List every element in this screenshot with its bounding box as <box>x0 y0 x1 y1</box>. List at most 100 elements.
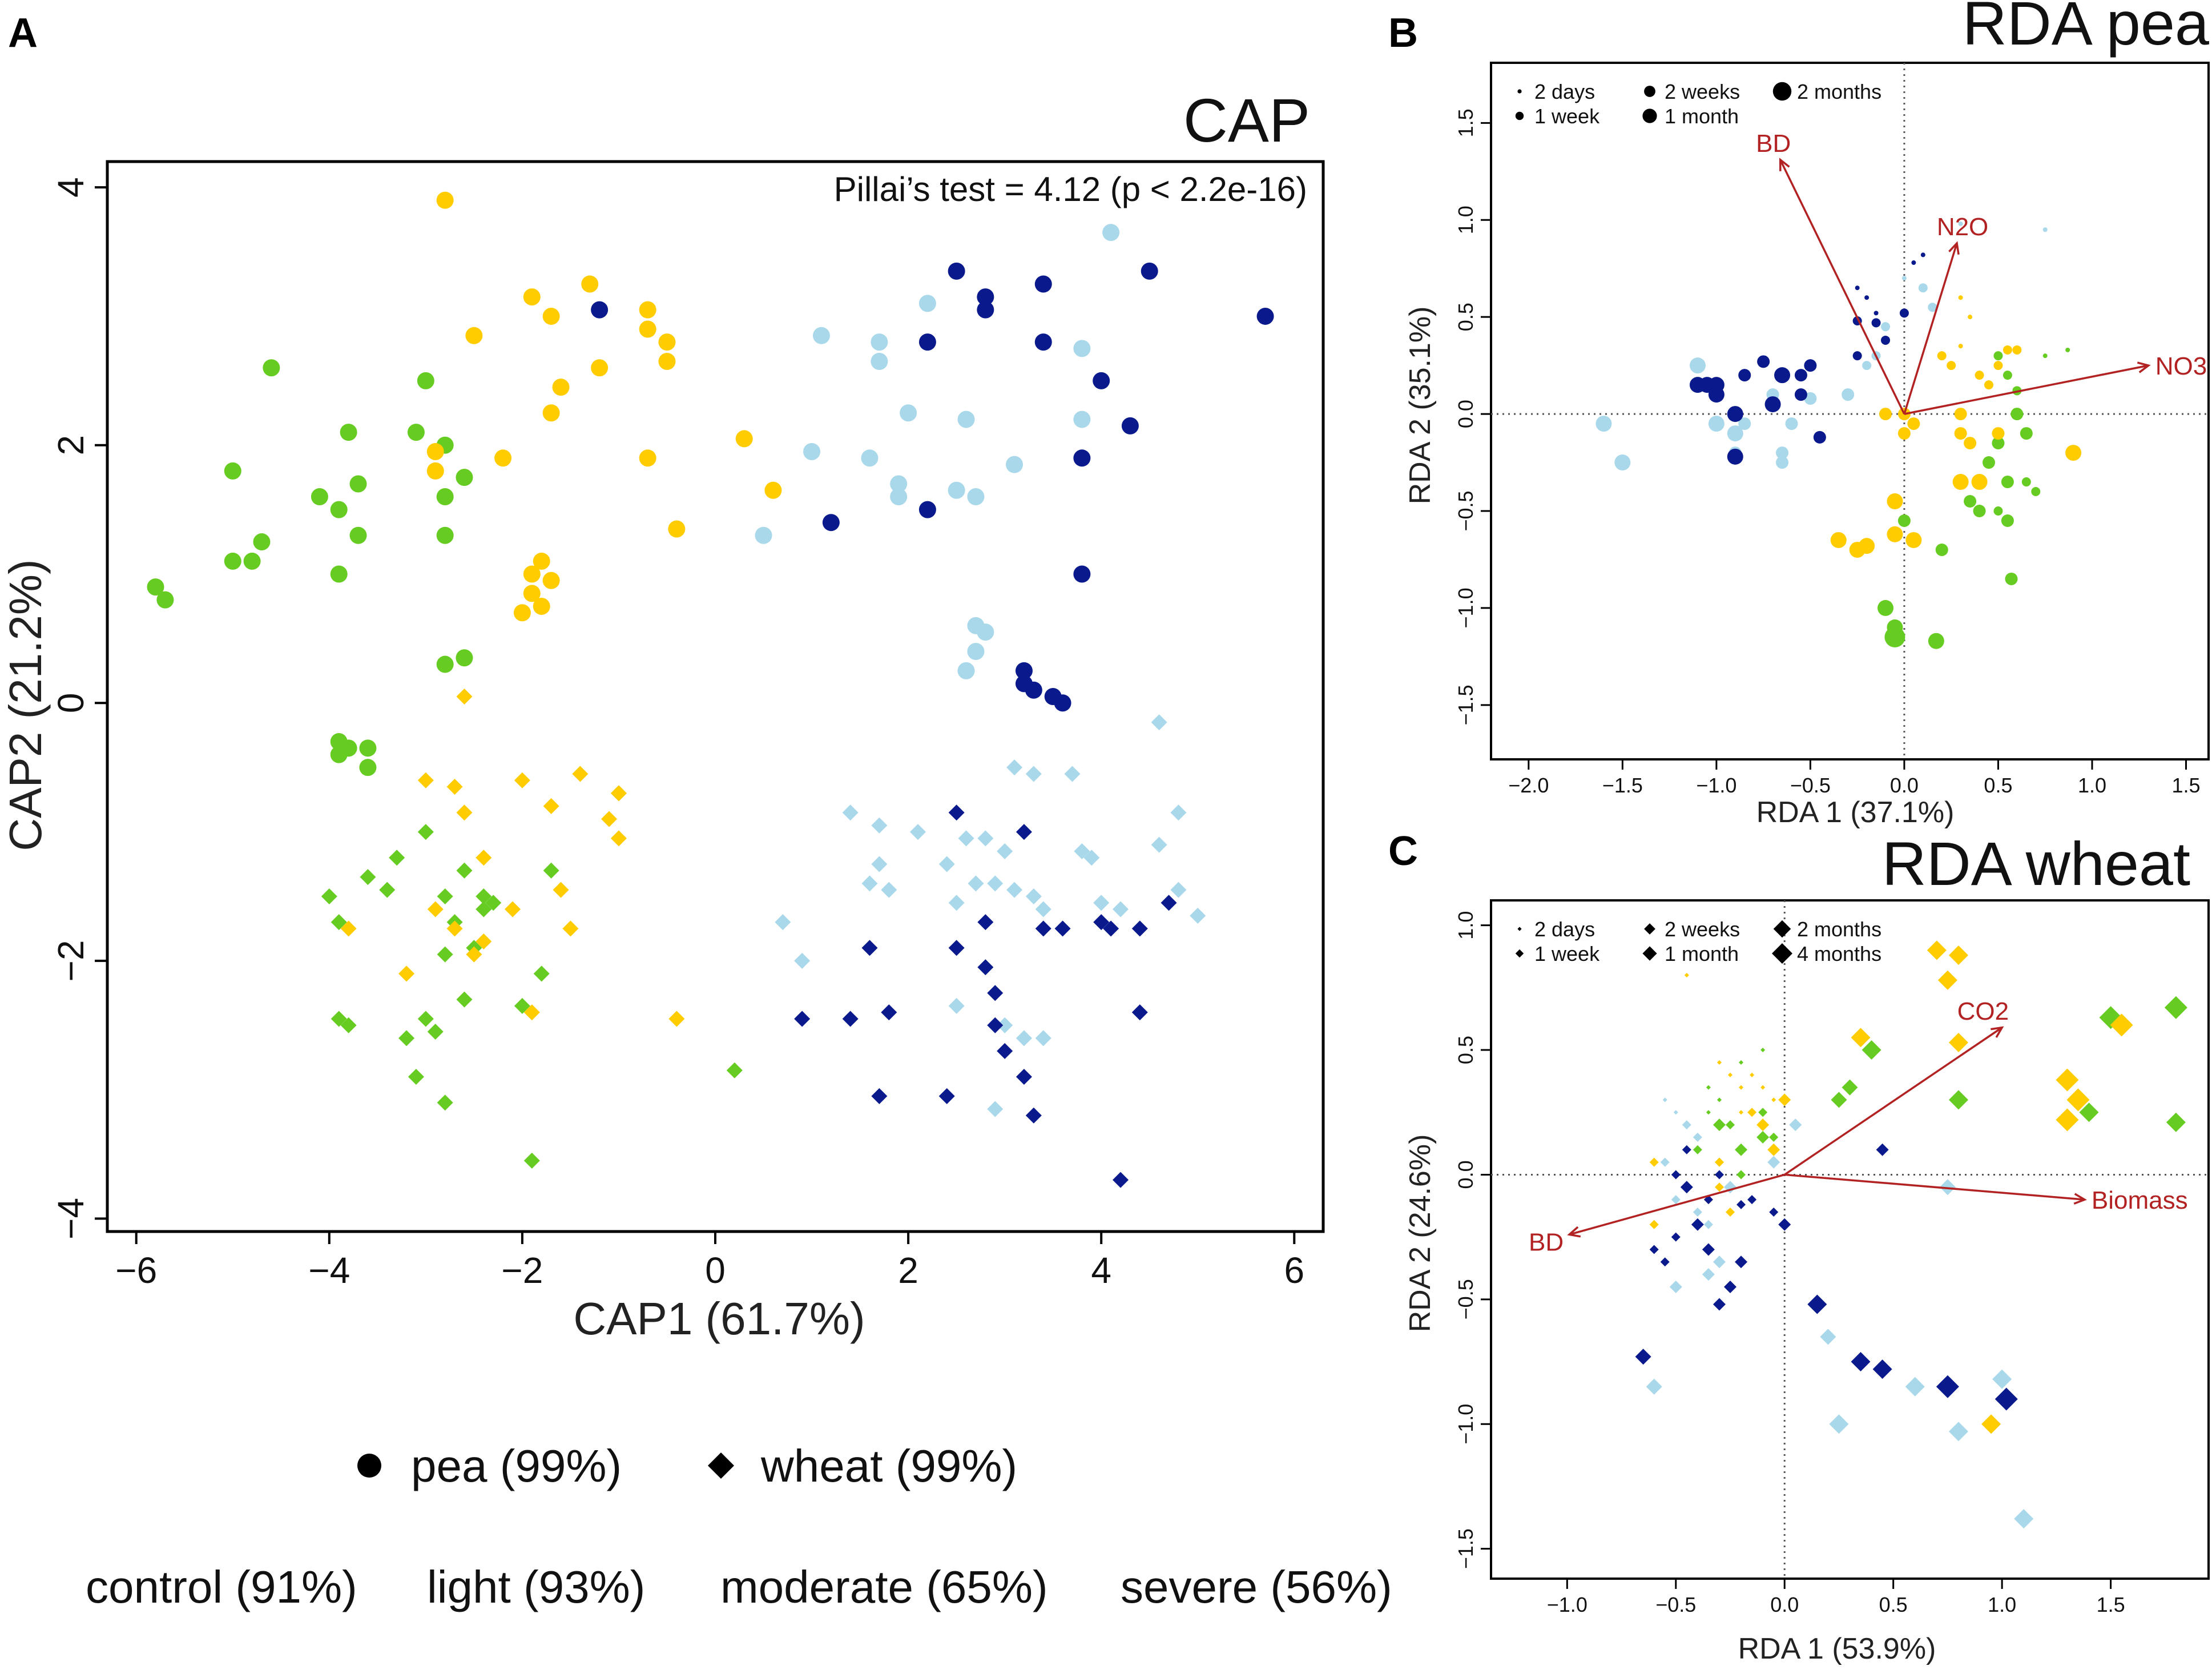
size-legend-marker <box>1517 927 1522 931</box>
legend-pea-label: pea (99%) <box>411 1440 622 1491</box>
cap-point-wheat-light <box>427 901 444 918</box>
panel-b-x-tick-label: −1.5 <box>1602 774 1643 797</box>
rda-point-severe <box>1872 1359 1892 1379</box>
rda-point-moderate <box>2042 227 2048 232</box>
cap-point-pea-moderate <box>803 443 821 461</box>
cap-point-pea-severe <box>1034 275 1052 293</box>
cap-point-pea-light <box>658 352 676 370</box>
size-legend-marker <box>1773 920 1791 938</box>
panel-b-y-tick-label: −1.5 <box>1454 685 1477 725</box>
arrow-line-co2 <box>1784 1027 2003 1176</box>
size-legend-label: 2 weeks <box>1665 80 1740 103</box>
cap-point-pea-control <box>436 655 454 673</box>
rda-point-light <box>1830 532 1847 548</box>
cap-point-wheat-control <box>417 1011 434 1027</box>
panel-c-y-tick-label: 0.5 <box>1454 1036 1477 1064</box>
panel-c: C RDA wheat −1.0 −0.5 0.0 0.5 1.0 1.5−1.5−1.0… <box>1388 828 2210 1665</box>
rda-point-severe <box>1855 285 1860 291</box>
arrow-head-bd <box>1567 1226 1581 1238</box>
panel-c-y-axis-label: RDA 2 (24.6%) <box>1404 1134 1437 1333</box>
cap-point-pea-control <box>456 649 473 667</box>
cap-point-wheat-light <box>523 1004 540 1021</box>
rda-point-light <box>1726 1207 1735 1217</box>
rda-point-moderate <box>1703 1220 1713 1229</box>
rda-point-light <box>1851 1028 1871 1048</box>
rda-point-moderate <box>1958 222 1963 227</box>
panel-c-x-tick-label: −0.5 <box>1655 1593 1696 1616</box>
panel-a-y-tick-label: 0 <box>50 693 91 713</box>
rda-point-light <box>1958 295 1963 300</box>
panel-b-ticks: −2.0 −1.5 −1.0 −0.5 0.0 0.5 1.0 1.5 −1.5 −1.0 −0.5… <box>1454 108 2201 797</box>
rda-point-moderate <box>1727 425 1743 442</box>
rda-point-light <box>2065 445 2082 461</box>
panel-a-y-tick-label: −4 <box>50 1198 91 1240</box>
cap-point-wheat-severe <box>794 1011 811 1027</box>
rda-point-moderate <box>1595 416 1612 432</box>
rda-point-control <box>2042 353 2048 359</box>
arrow-head-bd <box>1779 158 1790 171</box>
cap-point-pea-control <box>407 424 425 441</box>
cap-point-pea-severe <box>1093 372 1110 389</box>
cap-point-wheat-moderate <box>1035 901 1051 918</box>
rda-point-control <box>2010 408 2024 421</box>
rda-point-moderate <box>1682 1120 1691 1130</box>
rda-point-light <box>1937 351 1947 361</box>
panel-a-x-tick-label: 6 <box>1284 1250 1304 1291</box>
rda-point-light <box>2066 1088 2090 1112</box>
cap-point-wheat-moderate <box>968 875 984 892</box>
size-legend-label: 1 week <box>1534 104 1600 128</box>
rda-point-moderate <box>1939 1179 1956 1196</box>
rda-point-light <box>1954 427 1967 440</box>
cap-point-pea-moderate <box>900 404 917 422</box>
cap-point-wheat-severe <box>987 1017 1004 1033</box>
rda-point-light <box>1927 940 1947 960</box>
rda-point-control <box>1758 1108 1768 1117</box>
cap-point-wheat-control <box>514 997 530 1014</box>
rda-point-moderate <box>1693 1207 1702 1217</box>
cap-point-wheat-moderate <box>1113 901 1129 918</box>
rda-point-control <box>2001 514 2014 528</box>
rda-point-moderate <box>1669 1280 1682 1293</box>
rda-point-control <box>1693 1145 1702 1154</box>
rda-point-moderate <box>2014 1509 2034 1529</box>
rda-point-moderate <box>1901 276 1907 281</box>
cap-point-wheat-light <box>505 901 521 918</box>
rda-point-light <box>1984 380 1994 390</box>
rda-point-severe <box>1804 359 1817 372</box>
cap-point-wheat-moderate <box>938 856 955 872</box>
rda-point-moderate <box>1928 303 1937 312</box>
rda-point-severe <box>1778 1218 1791 1231</box>
rda-point-moderate <box>1804 392 1817 405</box>
cap-point-pea-control <box>224 462 241 480</box>
cap-point-wheat-control <box>427 1024 444 1040</box>
cap-point-wheat-light <box>601 811 618 827</box>
rda-point-severe <box>1851 1352 1871 1372</box>
panel-a-x-tick-label: −6 <box>115 1250 157 1291</box>
size-legend-label: 1 month <box>1665 104 1739 128</box>
rda-point-moderate <box>1660 1157 1670 1167</box>
panel-a-y-axis-label: CAP2 (21.2%) <box>0 559 51 851</box>
rda-point-severe <box>1794 369 1807 382</box>
cap-point-wheat-light <box>543 798 559 814</box>
panel-b-points <box>1595 222 2082 649</box>
cap-point-wheat-severe <box>977 959 994 976</box>
rda-point-light <box>1948 945 1968 965</box>
rda-point-light <box>1975 371 1984 380</box>
rda-point-light <box>1907 417 1920 430</box>
cap-point-wheat-severe <box>881 1004 897 1021</box>
panel-a-y-tick-label: 4 <box>50 177 91 198</box>
rda-point-light <box>1778 1093 1791 1106</box>
cap-point-wheat-moderate <box>1170 882 1187 898</box>
panel-c-x-tick-label: 1.0 <box>1988 1593 2016 1616</box>
rda-point-severe <box>1736 1200 1746 1209</box>
rda-point-light <box>1905 532 1922 548</box>
rda-point-light <box>1968 315 1973 320</box>
cap-point-wheat-light <box>340 920 357 937</box>
cap-point-pea-moderate <box>890 475 908 493</box>
cap-point-wheat-severe <box>1025 1107 1042 1124</box>
rda-point-severe <box>1899 308 1909 318</box>
cap-point-pea-control <box>147 578 164 596</box>
cap-point-pea-severe <box>977 301 994 319</box>
cap-point-pea-light <box>668 520 686 538</box>
cap-point-pea-moderate <box>918 295 936 312</box>
